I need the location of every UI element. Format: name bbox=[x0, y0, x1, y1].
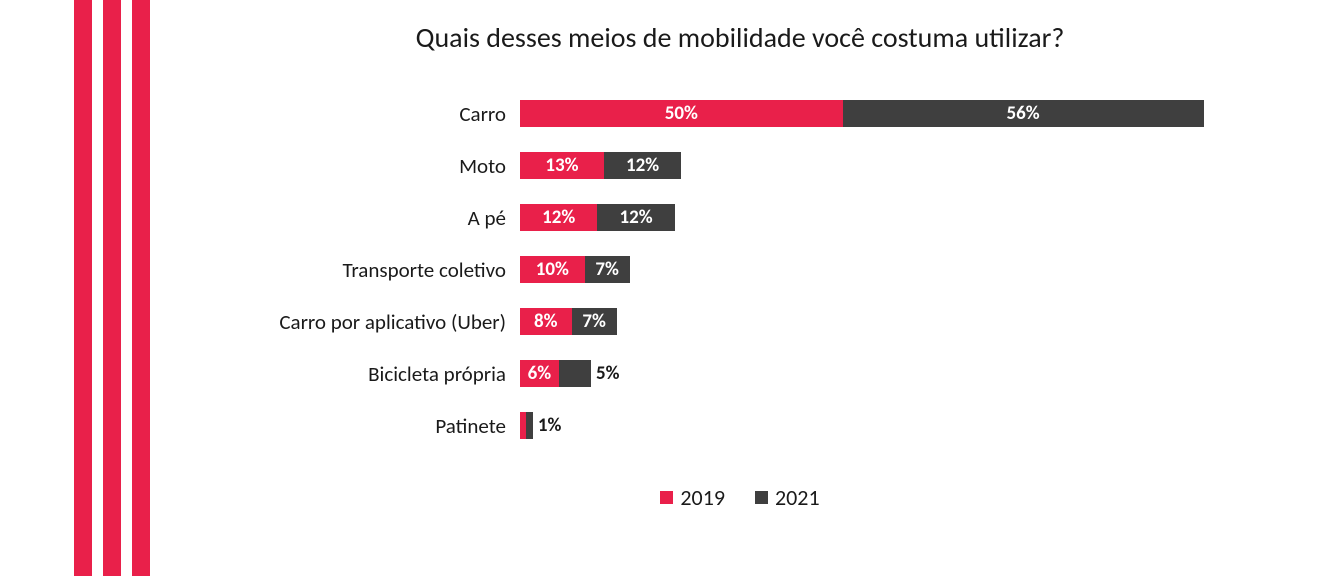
legend-label: 2019 bbox=[680, 484, 725, 511]
bar-value-label: 8% bbox=[534, 310, 557, 333]
bar-value-label: 5% bbox=[596, 362, 619, 385]
bar-series-2019: 6% bbox=[520, 360, 559, 387]
chart-row: A pé 12% 12% bbox=[240, 204, 1240, 231]
bar-series-2019: 10% bbox=[520, 256, 585, 283]
stripe bbox=[103, 0, 121, 576]
category-label: Transporte coletivo bbox=[240, 257, 520, 283]
bar-series-2021: 7% bbox=[572, 308, 617, 335]
bars-container: 50% 56% bbox=[520, 100, 1204, 127]
bar-value-label: 1% bbox=[538, 414, 561, 437]
chart-row: Patinete1% bbox=[240, 412, 1240, 439]
bar-series-2021: 56% bbox=[843, 100, 1204, 127]
stripe bbox=[74, 0, 92, 576]
bars-container: 8% 7% bbox=[520, 308, 617, 335]
bars-container: 10% 7% bbox=[520, 256, 630, 283]
bar-value-label: 7% bbox=[595, 258, 618, 281]
bar-value-label: 12% bbox=[620, 206, 653, 229]
bar-value-label: 13% bbox=[545, 154, 578, 177]
bar-value-label: 56% bbox=[1007, 102, 1040, 125]
bar-series-2021: 12% bbox=[597, 204, 674, 231]
chart-body: Carro 50% 56% Moto 13% 12% A pé 12% 12% Transport… bbox=[240, 100, 1240, 439]
bars-container: 1% bbox=[520, 412, 533, 439]
legend-item: 2021 bbox=[755, 484, 820, 511]
bar-value-label: 7% bbox=[582, 310, 605, 333]
chart-row: Bicicleta própria 6% 5% bbox=[240, 360, 1240, 387]
chart-row: Moto 13% 12% bbox=[240, 152, 1240, 179]
bar-value-label: 12% bbox=[626, 154, 659, 177]
chart-title: Quais desses meios de mobilidade você co… bbox=[240, 20, 1240, 55]
legend-swatch bbox=[660, 491, 673, 504]
bar-series-2021: 12% bbox=[604, 152, 681, 179]
bar-value-label: 12% bbox=[542, 206, 575, 229]
chart-legend: 2019 2021 bbox=[240, 484, 1240, 511]
category-label: Carro por aplicativo (Uber) bbox=[240, 309, 520, 335]
legend-item: 2019 bbox=[660, 484, 725, 511]
chart: Quais desses meios de mobilidade você co… bbox=[240, 20, 1240, 511]
bar-series-2021: 7% bbox=[585, 256, 630, 283]
bar-series-2019: 50% bbox=[520, 100, 843, 127]
chart-row: Carro por aplicativo (Uber) 8% 7% bbox=[240, 308, 1240, 335]
bars-container: 13% 12% bbox=[520, 152, 681, 179]
bar-series-2021: 5% bbox=[559, 360, 591, 387]
legend-swatch bbox=[755, 491, 768, 504]
bar-series-2021: 1% bbox=[526, 412, 532, 439]
category-label: A pé bbox=[240, 205, 520, 231]
stripe bbox=[132, 0, 150, 576]
category-label: Patinete bbox=[240, 413, 520, 439]
legend-label: 2021 bbox=[775, 484, 820, 511]
decorative-stripes bbox=[74, 0, 150, 576]
bar-series-2019: 13% bbox=[520, 152, 604, 179]
bar-value-label: 10% bbox=[536, 258, 569, 281]
bar-series-2019: 12% bbox=[520, 204, 597, 231]
bar-series-2019: 8% bbox=[520, 308, 572, 335]
bar-value-label: 50% bbox=[665, 102, 698, 125]
bar-value-label: 6% bbox=[528, 362, 551, 385]
bars-container: 12% 12% bbox=[520, 204, 675, 231]
bars-container: 6% 5% bbox=[520, 360, 591, 387]
chart-row: Carro 50% 56% bbox=[240, 100, 1240, 127]
category-label: Carro bbox=[240, 101, 520, 127]
chart-row: Transporte coletivo 10% 7% bbox=[240, 256, 1240, 283]
category-label: Moto bbox=[240, 153, 520, 179]
category-label: Bicicleta própria bbox=[240, 361, 520, 387]
